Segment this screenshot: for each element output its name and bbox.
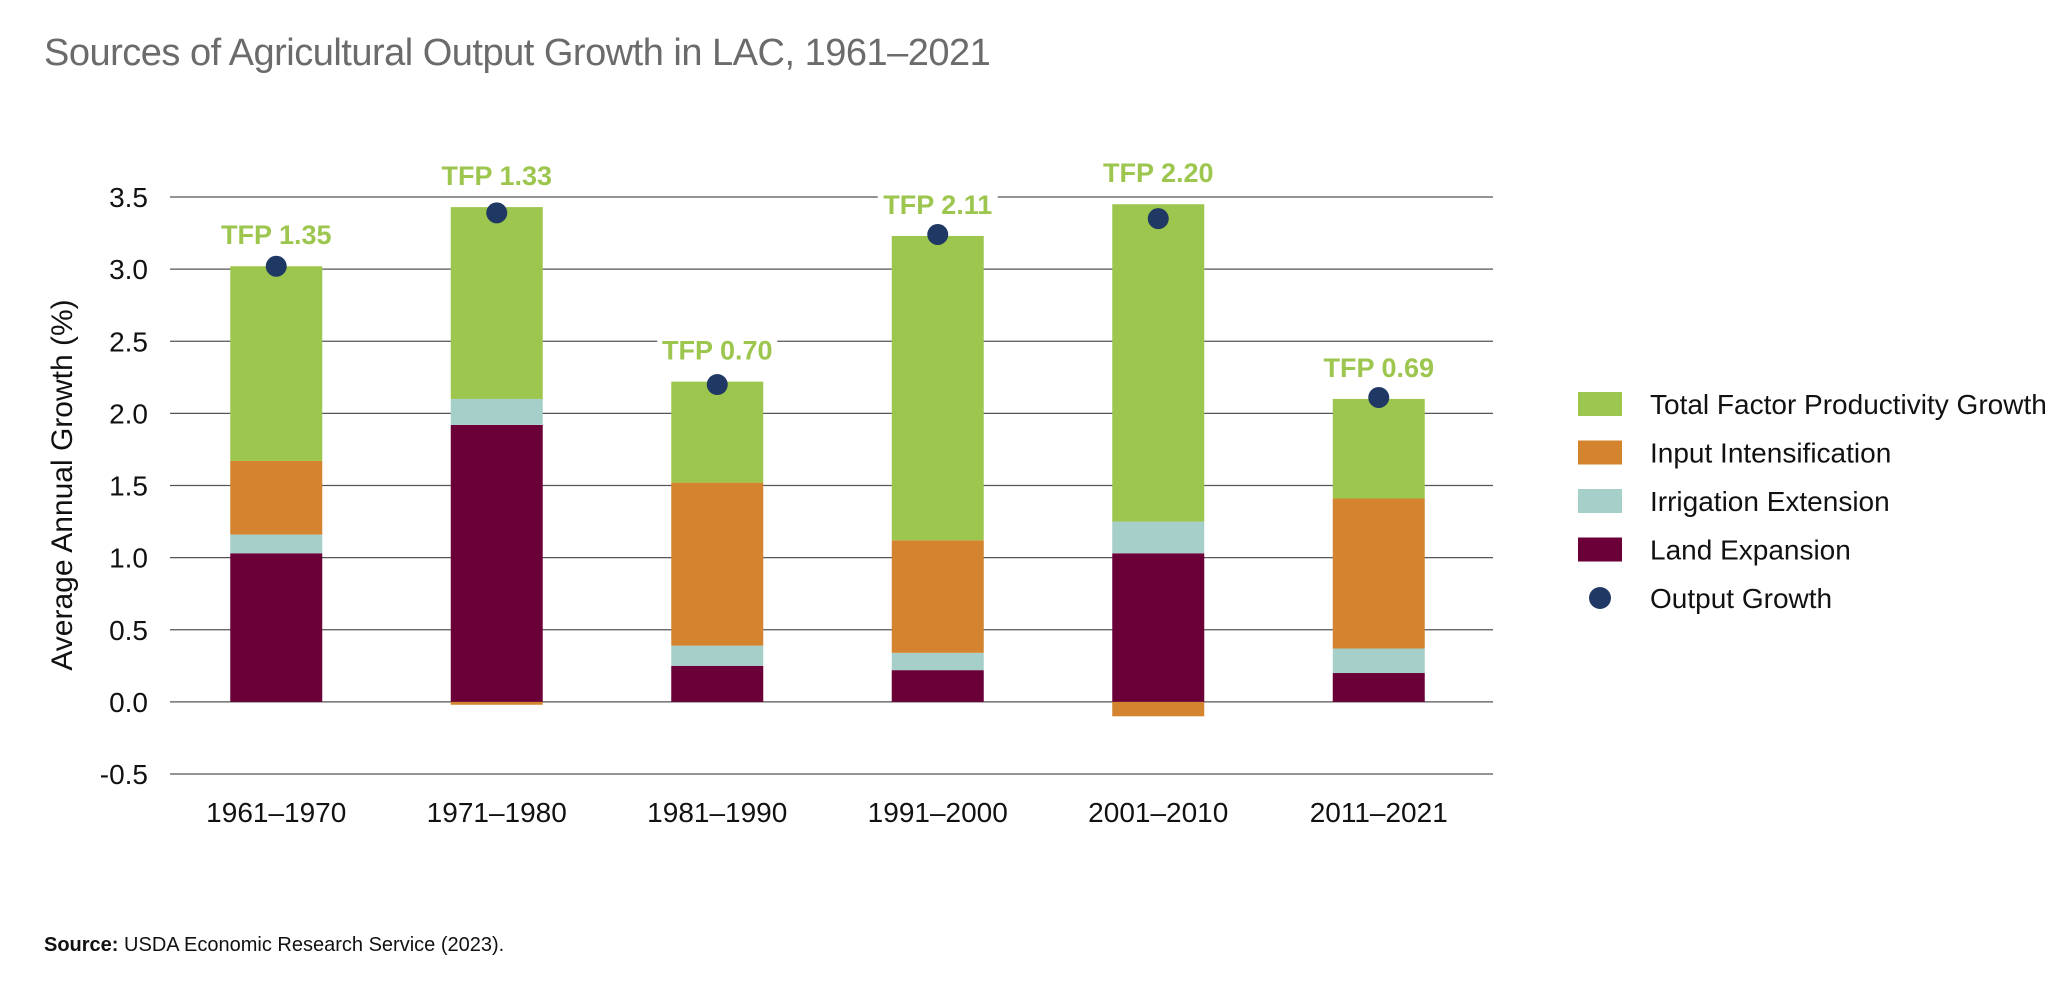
bar-segment-irrigation <box>450 398 543 425</box>
bar-segment-land <box>1332 673 1425 702</box>
y-tick-label: 1.0 <box>109 543 148 574</box>
source-label: Source: <box>44 934 119 956</box>
bar-segment-tfp <box>230 266 323 461</box>
bar-segment-tfp <box>1332 398 1425 499</box>
bar-segment-land <box>891 670 984 702</box>
legend-marker-output <box>1589 587 1611 609</box>
bar-segment-tfp <box>450 207 543 399</box>
bar-segment-input <box>230 460 323 535</box>
bar-segment-land <box>671 665 764 702</box>
x-tick-label: 2001–2010 <box>1088 797 1228 828</box>
x-tick-label: 1991–2000 <box>868 797 1008 828</box>
x-tick-label: 1961–1970 <box>206 797 346 828</box>
y-tick-label: 1.5 <box>109 471 148 502</box>
y-tick-label: 2.5 <box>109 326 148 357</box>
legend-label: Input Intensification <box>1650 438 1891 469</box>
legend-label: Output Growth <box>1650 583 1832 614</box>
tfp-annotation: TFP 2.11 <box>883 190 992 220</box>
y-tick-label: -0.5 <box>100 759 148 790</box>
bar-segment-input <box>1332 498 1425 649</box>
legend-swatch-tfp <box>1578 392 1622 416</box>
bar-segment-land <box>230 553 323 702</box>
legend-swatch-irrigation <box>1578 489 1622 513</box>
legend-swatch-land <box>1578 537 1622 562</box>
annotation-backing <box>657 333 778 368</box>
bar-segment-irrigation <box>1112 521 1205 554</box>
legend-label: Land Expansion <box>1650 535 1851 566</box>
source-note: Source: USDA Economic Research Service (… <box>44 934 504 957</box>
bar-segment-input <box>671 482 764 646</box>
bar-segment-input <box>1112 701 1205 717</box>
grid-layer <box>170 196 1493 775</box>
x-tick-label: 1971–1980 <box>427 797 567 828</box>
annotation-backing <box>877 187 998 222</box>
bar-segment-irrigation <box>1332 648 1425 674</box>
bars-layer <box>230 204 1425 717</box>
legend-label: Total Factor Productivity Growth <box>1650 389 2047 420</box>
y-tick-label: 2.0 <box>109 398 148 429</box>
tfp-annotation: TFP 2.20 <box>1103 158 1214 188</box>
source-text: USDA Economic Research Service (2023). <box>124 934 505 956</box>
bar-segment-tfp <box>1112 204 1205 522</box>
y-axis-label: Average Annual Growth (%) <box>46 299 79 670</box>
output-growth-point <box>927 224 949 246</box>
y-tick-label: 0.0 <box>109 687 148 718</box>
output-growth-point <box>265 255 287 277</box>
tfp-annotation: TFP 0.70 <box>662 336 773 366</box>
y-tick-label: 3.5 <box>109 182 148 213</box>
bar-segment-tfp <box>671 381 764 483</box>
bar-segment-irrigation <box>671 645 764 666</box>
annotation-layer: TFP 1.35 TFP 1.33 TFP 0.70 TFP 2.11 TFP 2.20… <box>216 156 1439 409</box>
output-growth-point <box>486 202 508 224</box>
y-tick-label: 3.0 <box>109 254 148 285</box>
bar-segment-land <box>450 424 543 702</box>
bar-segment-input <box>450 701 543 705</box>
tfp-annotation: TFP 0.69 <box>1323 353 1434 383</box>
annotation-backing <box>436 159 557 194</box>
output-growth-point <box>1147 208 1169 230</box>
bar-segment-irrigation <box>230 534 323 554</box>
annotation-backing <box>1318 350 1439 385</box>
y-tick-label: 0.5 <box>109 615 148 646</box>
bar-segment-tfp <box>891 235 984 541</box>
tfp-annotation: TFP 1.33 <box>441 161 552 191</box>
output-growth-point <box>706 374 728 396</box>
annotation-backing <box>1098 156 1219 191</box>
x-tick-label: 1981–1990 <box>647 797 787 828</box>
output-growth-point <box>1368 387 1390 409</box>
legend-label: Irrigation Extension <box>1650 486 1890 517</box>
axis-layer: -0.5 0.0 0.5 1.0 1.5 2.0 2.5 3.0 3.5 Average Annu… <box>46 182 1448 828</box>
annotation-backing <box>216 218 337 253</box>
bar-segment-input <box>891 540 984 653</box>
x-tick-label: 2011–2021 <box>1310 797 1448 828</box>
bar-segment-land <box>1112 553 1205 702</box>
chart-title: Sources of Agricultural Output Growth in… <box>44 32 991 74</box>
legend-swatch-input <box>1578 440 1622 465</box>
bar-segment-irrigation <box>891 652 984 671</box>
legend: Total Factor Productivity Growth Input In… <box>1578 389 2047 614</box>
tfp-annotation: TFP 1.35 <box>221 220 332 250</box>
